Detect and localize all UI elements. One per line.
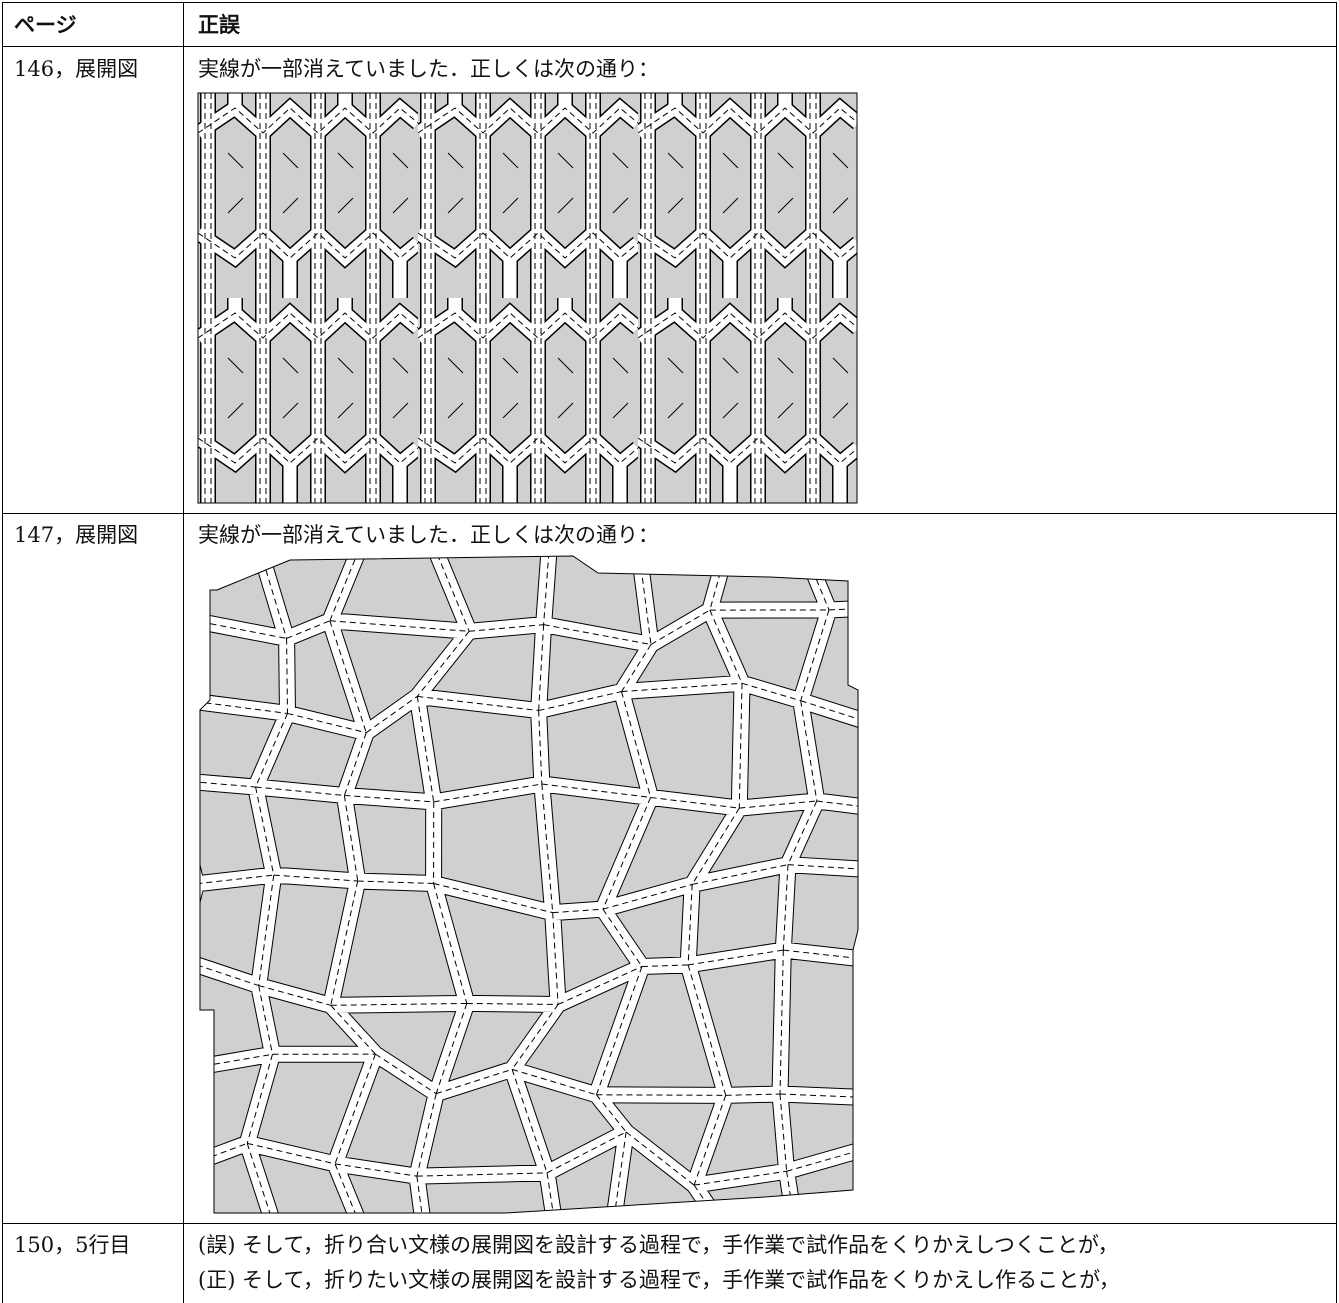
crease-line — [200, 556, 858, 1213]
page-cell: 150，5行目 — [14, 1233, 131, 1257]
table-border — [2, 513, 1337, 514]
text-cell: 実線が一部消えていました．正しくは次の通り： — [198, 523, 659, 547]
crease-pattern-outline — [199, 555, 859, 1214]
crease-pattern-1 — [197, 92, 858, 504]
page-cell: 147，展開図 — [14, 523, 139, 547]
header-cell: ページ — [14, 13, 77, 37]
header-cell: 正誤 — [198, 13, 240, 37]
table-border — [2, 46, 1337, 47]
table-border — [1336, 2, 1337, 1303]
table-border — [2, 2, 3, 1303]
table-border — [2, 2, 1337, 3]
table-border — [183, 2, 184, 1303]
table-border — [2, 1223, 1337, 1224]
text-line: (誤) そして，折り合い文様の展開図を設計する過程で，手作業で試作品をくりかえし… — [198, 1233, 1119, 1257]
page-cell: 146，展開図 — [14, 57, 139, 81]
text-line: (正) そして，折りたい文様の展開図を設計する過程で，手作業で試作品をくりかえし… — [198, 1268, 1120, 1292]
crease-network — [200, 556, 858, 1213]
text-cell: 実線が一部消えていました．正しくは次の通り： — [198, 57, 659, 81]
